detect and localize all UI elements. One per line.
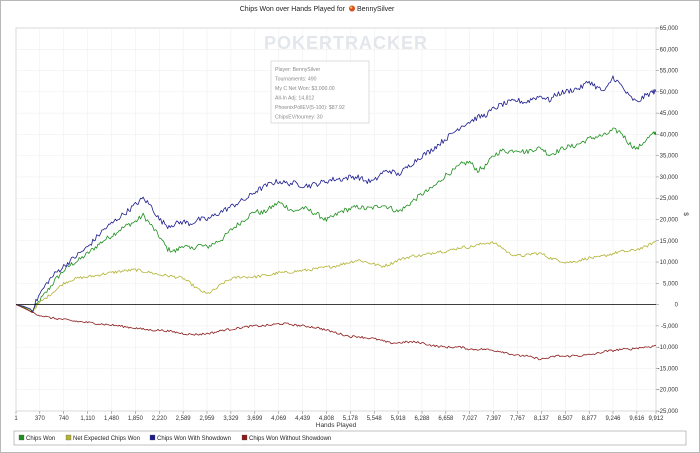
y-tick-label: 20,000 bbox=[660, 218, 679, 224]
x-tick-label: 1 bbox=[14, 416, 18, 422]
player-flag-icon-highlight bbox=[350, 6, 353, 9]
y-tick-label: 55,000 bbox=[660, 69, 679, 75]
x-tick-label: 2,589 bbox=[176, 416, 192, 422]
x-tick-label: 9,246 bbox=[605, 416, 621, 422]
y-tick-label: -10,000 bbox=[658, 345, 679, 351]
y-tick-label: 0 bbox=[675, 303, 679, 309]
x-tick-label: 7,397 bbox=[486, 416, 502, 422]
x-axis-title: Hands Played bbox=[316, 422, 357, 429]
x-tick-label: 2,220 bbox=[152, 416, 168, 422]
x-tick-label: 370 bbox=[35, 416, 46, 422]
y-tick-label: 60,000 bbox=[660, 47, 679, 53]
x-tick-label: 9,616 bbox=[629, 416, 645, 422]
x-tick-label: 7,027 bbox=[462, 416, 478, 422]
x-tick-label: 8,507 bbox=[558, 416, 574, 422]
x-tick-label: 5,548 bbox=[367, 416, 383, 422]
y-tick-label: 15,000 bbox=[660, 239, 679, 245]
legend-swatch bbox=[65, 434, 72, 441]
x-tick-label: 6,288 bbox=[414, 416, 430, 422]
y-tick-label: -20,000 bbox=[658, 388, 679, 394]
y-tick-label: 5,000 bbox=[663, 281, 679, 287]
info-chipsev: ChipsEV/tourney: 30 bbox=[275, 115, 323, 121]
y-axis-title: $ bbox=[682, 212, 689, 216]
x-tick-label: 1,480 bbox=[104, 416, 120, 422]
info-player: Player: BennySilver bbox=[275, 67, 321, 73]
series-layer bbox=[16, 75, 656, 361]
y-axis-ticks: 65,000 60,000 55,000 50,000 45,000 40,000 35,0… bbox=[656, 26, 679, 415]
y-tick-label: -15,000 bbox=[658, 366, 679, 372]
x-tick-label: 3,329 bbox=[223, 416, 239, 422]
info-pollev: PhoenixPollEV(5-100): $87.92 bbox=[275, 105, 345, 111]
x-axis-ticks: 1 370 740 1,110 1,480 1,850 2,220 2,589 2,959 3,3… bbox=[14, 411, 664, 422]
y-tick-label: 30,000 bbox=[660, 175, 679, 181]
x-tick-label: 7,767 bbox=[510, 416, 526, 422]
x-tick-label: 4,808 bbox=[319, 416, 335, 422]
y-tick-label: 25,000 bbox=[660, 196, 679, 202]
y-tick-label: -25,000 bbox=[658, 409, 679, 415]
x-tick-label: 740 bbox=[59, 416, 70, 422]
watermark-po: PO bbox=[264, 33, 292, 53]
x-tick-label: 1,850 bbox=[128, 416, 144, 422]
legend: Chips Won Net Expected Chips Won Chips Won… bbox=[18, 434, 331, 442]
x-tick-label: 5,918 bbox=[391, 416, 407, 422]
series-line-0 bbox=[16, 127, 656, 312]
series-line-2 bbox=[16, 75, 656, 313]
legend-label: Chips Won With Showdown bbox=[157, 436, 231, 442]
info-net-won: My C Net Won: $3,000.00 bbox=[275, 86, 335, 92]
info-allin-adj: All-In Adj: 14,812 bbox=[275, 96, 314, 102]
player-flag-icon bbox=[349, 5, 355, 12]
x-tick-label: 4,439 bbox=[295, 416, 311, 422]
y-tick-label: 35,000 bbox=[660, 154, 679, 160]
y-tick-label: 50,000 bbox=[660, 90, 679, 96]
y-tick-label: 10,000 bbox=[660, 260, 679, 266]
x-tick-label: 2,959 bbox=[200, 416, 216, 422]
chart-title: Chips Won over Hands Played for bbox=[240, 6, 346, 13]
watermark-kertracker: KERTRACKER bbox=[292, 33, 428, 53]
info-tournaments: Tournaments: 490 bbox=[275, 77, 317, 83]
x-tick-label: 1,110 bbox=[80, 416, 95, 422]
info-box: Player: BennySilver Tournaments: 490 My … bbox=[270, 60, 370, 124]
series-line-1 bbox=[16, 240, 656, 312]
info-box-frame bbox=[270, 60, 370, 124]
legend-label: Net Expected Chips Won bbox=[73, 436, 140, 442]
x-tick-label: 3,699 bbox=[247, 416, 263, 422]
x-tick-label: 5,178 bbox=[343, 416, 359, 422]
y-tick-label: 45,000 bbox=[660, 111, 679, 117]
x-tick-label: 4,069 bbox=[271, 416, 287, 422]
x-tick-label: 9,912 bbox=[648, 416, 664, 422]
x-tick-label: 8,137 bbox=[534, 416, 550, 422]
y-tick-label: -5,000 bbox=[661, 324, 679, 330]
series-line-3 bbox=[16, 304, 656, 361]
x-tick-label: 6,658 bbox=[438, 416, 454, 422]
legend-swatch bbox=[149, 434, 156, 441]
x-tick-label: 8,877 bbox=[582, 416, 598, 422]
legend-swatch bbox=[18, 434, 25, 441]
y-tick-label: 65,000 bbox=[660, 26, 679, 32]
chart-player-name: BennySilver bbox=[357, 6, 395, 13]
legend-box bbox=[13, 430, 687, 446]
legend-label: Chips Won bbox=[26, 436, 55, 442]
y-tick-label: 40,000 bbox=[660, 132, 679, 138]
legend-label: Chips Won Without Showdown bbox=[249, 436, 331, 442]
legend-swatch bbox=[241, 434, 248, 441]
